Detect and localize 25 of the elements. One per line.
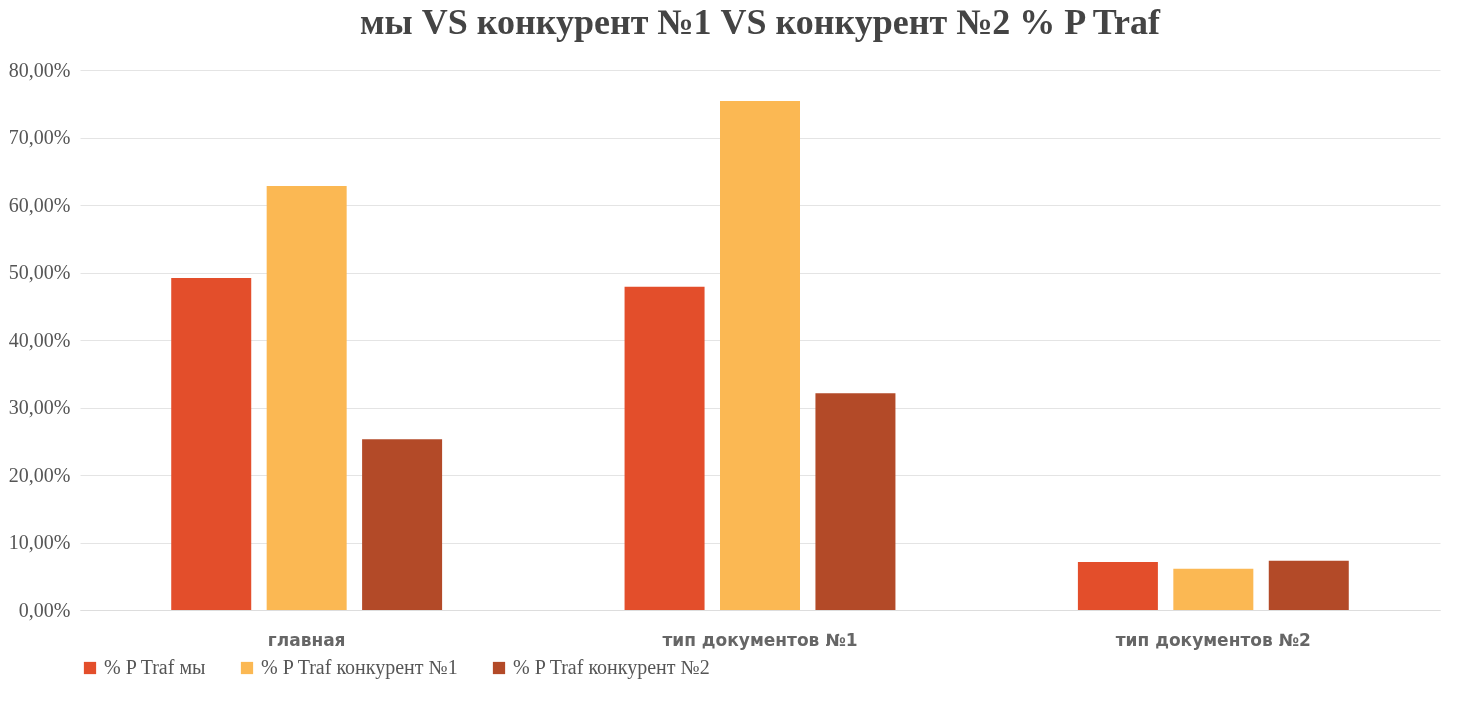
- bar: [815, 393, 896, 610]
- legend-label: % P Traf конкурент №2: [513, 656, 710, 679]
- y-tick-label: 20,00%: [8, 463, 71, 486]
- y-tick-label: 60,00%: [8, 193, 71, 216]
- bar: [266, 186, 347, 610]
- bar: [1173, 568, 1254, 610]
- y-tick-label: 80,00%: [8, 58, 71, 81]
- y-tick-label: 70,00%: [8, 126, 71, 148]
- x-tick-label: тип документов №2: [1115, 629, 1311, 650]
- bar: [362, 439, 443, 610]
- y-tick-label: 30,00%: [8, 396, 71, 418]
- bar: [1077, 562, 1158, 610]
- legend-label: % P Traf конкурент №1: [261, 656, 458, 679]
- y-tick-label: 40,00%: [8, 328, 71, 351]
- chart-title: мы VS конкурент №1 VS конкурент №2 % P Traf: [359, 2, 1162, 42]
- bar: [720, 101, 800, 610]
- bar: [624, 286, 705, 610]
- y-tick-label: 50,00%: [8, 261, 71, 283]
- bar: [171, 277, 252, 610]
- legend-label: % P Traf мы: [104, 656, 206, 678]
- x-tick-label: главная: [267, 629, 346, 650]
- y-tick-label: 10,00%: [8, 531, 71, 553]
- x-tick-label: тип документов №1: [662, 629, 858, 650]
- y-tick-label: 0,00%: [18, 598, 71, 621]
- bar: [1268, 560, 1349, 610]
